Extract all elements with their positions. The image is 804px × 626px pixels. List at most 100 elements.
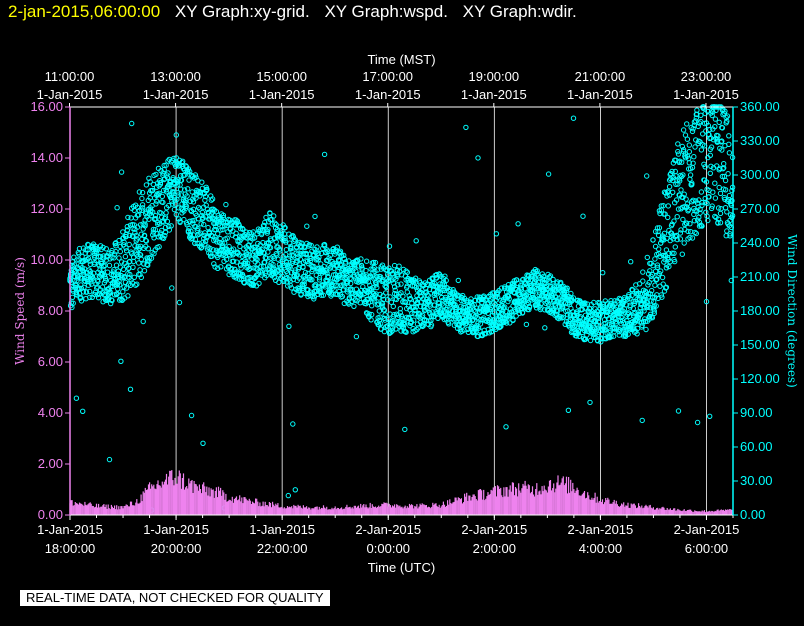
wind-direction-point: [321, 151, 328, 158]
wind-direction-point: [195, 225, 201, 232]
wind-direction-point: [707, 170, 713, 177]
wind-direction-point: [666, 250, 672, 257]
wind-direction-point: [102, 275, 109, 282]
wind-direction-point: [544, 283, 550, 290]
wind-direction-point: [691, 218, 698, 224]
wind-direction-point: [181, 216, 187, 223]
wind-direction-point: [681, 240, 687, 246]
wind-direction-point: [647, 268, 653, 274]
wind-direction-point: [653, 303, 659, 309]
wind-direction-point: [246, 252, 253, 258]
wind-direction-point: [455, 277, 461, 284]
wind-direction-point: [135, 247, 141, 253]
wind-direction-point: [202, 238, 209, 244]
wind-direction-point: [116, 237, 122, 244]
top-tick-date: 1-Jan-2015: [673, 87, 739, 102]
wind-direction-point: [712, 116, 719, 122]
wind-direction-point: [125, 214, 131, 221]
wind-direction-point: [190, 206, 197, 213]
wind-direction-point: [564, 285, 570, 291]
wind-direction-point: [160, 235, 167, 242]
wind-direction-point: [629, 292, 635, 299]
wind-direction-point: [546, 274, 552, 280]
wind-direction-point: [700, 131, 706, 137]
wind-direction-point: [617, 327, 623, 333]
wind-direction-point: [288, 234, 295, 240]
wind-direction-point: [595, 319, 601, 325]
wind-direction-point: [236, 223, 243, 229]
wind-direction-point: [228, 266, 234, 273]
wind-direction-point: [381, 296, 387, 303]
wind-direction-point: [302, 273, 308, 279]
wind-direction-point: [365, 279, 372, 285]
wind-direction-point: [693, 115, 699, 121]
wind-direction-point: [148, 255, 155, 261]
wind-direction-point: [433, 275, 440, 281]
wind-direction-point: [285, 256, 291, 262]
wind-direction-point: [696, 197, 702, 203]
wind-direction-point: [71, 262, 78, 268]
wind-direction-point: [270, 261, 276, 268]
wind-direction-point: [188, 412, 195, 419]
wind-direction-point: [720, 166, 726, 172]
wind-direction-point: [669, 168, 675, 175]
wind-direction-point: [463, 320, 470, 326]
wind-direction-point: [663, 247, 670, 253]
right-tick-label: 360.00: [740, 99, 780, 114]
wind-direction-point: [230, 246, 237, 252]
wind-direction-point: [321, 243, 328, 249]
wind-direction-point: [593, 328, 600, 334]
wind-direction-point: [402, 426, 408, 433]
wind-direction-point: [719, 138, 725, 144]
wind-direction-point: [223, 256, 230, 263]
wind-direction-point: [708, 144, 715, 150]
wind-direction-point: [339, 293, 346, 300]
wind-direction-point: [299, 240, 305, 246]
quality-disclaimer: REAL-TIME DATA, NOT CHECKED FOR QUALITY: [20, 590, 330, 606]
wind-direction-point: [402, 328, 409, 335]
wind-direction-point: [498, 285, 505, 291]
wind-direction-point: [171, 155, 177, 162]
wind-direction-point: [435, 303, 442, 310]
wind-direction-point: [523, 321, 530, 328]
wind-direction-point: [304, 223, 310, 229]
wind-direction-point: [325, 274, 332, 281]
bottom-tick-date: 1-Jan-2015: [37, 522, 103, 537]
wind-direction-point: [675, 141, 681, 147]
wind-direction-point: [295, 251, 301, 257]
wind-direction-point: [108, 297, 115, 303]
wind-direction-point: [628, 319, 635, 326]
wind-direction-point: [690, 160, 696, 166]
wind-direction-point: [286, 240, 293, 246]
wind-direction-point: [175, 192, 181, 198]
wind-direction-point: [552, 288, 559, 294]
wind-direction-point: [724, 118, 730, 124]
wind-direction-point: [78, 298, 85, 304]
wind-direction-point: [568, 290, 574, 297]
wind-direction-point: [672, 258, 678, 265]
wind-direction-point: [705, 217, 711, 224]
wind-direction-point: [703, 179, 710, 185]
wind-direction-point: [190, 196, 196, 202]
chart-header: 2-jan-2015,06:00:00 XY Graph:xy-grid. XY…: [8, 2, 577, 22]
left-tick-label: 12.00: [30, 201, 63, 216]
wind-direction-point: [85, 282, 92, 288]
wind-direction-point: [276, 279, 282, 285]
wind-direction-point: [651, 308, 657, 314]
wind-direction-point: [292, 237, 298, 243]
wind-direction-point: [724, 228, 730, 234]
wind-direction-point: [87, 261, 94, 267]
series-wind-speed: [69, 470, 734, 515]
wind-direction-point: [638, 309, 644, 315]
wind-direction-point: [544, 286, 551, 292]
wind-direction-point: [300, 264, 306, 271]
wind-direction-point: [201, 221, 207, 228]
wind-direction-point: [692, 208, 698, 214]
wind-direction-point: [689, 235, 696, 241]
wind-direction-point: [315, 257, 321, 263]
wind-direction-point: [656, 246, 662, 252]
wind-direction-point: [406, 293, 412, 299]
wind-direction-point: [438, 307, 444, 313]
wind-direction-point: [402, 320, 408, 326]
wind-direction-point: [341, 252, 347, 259]
